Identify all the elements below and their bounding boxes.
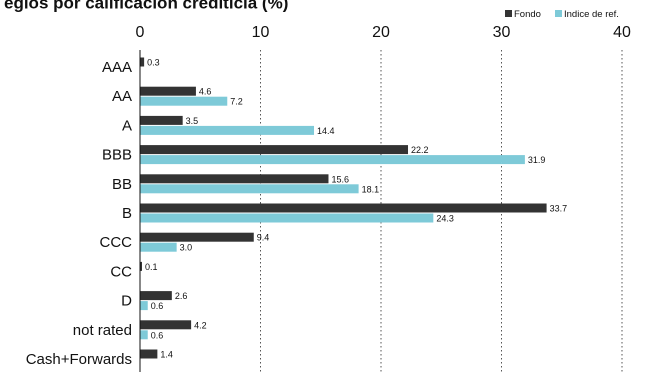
data-label-indice-not-rated: 0.6 [151, 330, 164, 340]
legend-swatch-indice [555, 10, 562, 17]
bar-fondo-cc [140, 261, 142, 271]
legend-label-fondo: Fondo [514, 9, 541, 20]
data-label-fondo-not-rated: 4.2 [194, 320, 207, 330]
data-label-fondo-cash-forwards: 1.4 [160, 350, 173, 360]
chart-title: egios por calificación crediticia (%) [4, 0, 288, 12]
x-tick-label-30: 30 [493, 24, 511, 41]
bar-fondo-bbb [140, 145, 409, 155]
bar-indice-not-rated [140, 330, 148, 340]
data-label-indice-d: 0.6 [151, 301, 164, 311]
bar-fondo-aaa [140, 57, 145, 67]
bar-fondo-bb [140, 174, 329, 184]
data-label-fondo-b: 33.7 [550, 204, 568, 214]
legend: Fondo Indice de ref. [505, 9, 619, 20]
category-label-aa: AA [112, 88, 132, 105]
data-label-indice-a: 14.4 [317, 126, 335, 136]
bar-indice-aa [140, 96, 228, 106]
bar-fondo-d [140, 291, 172, 301]
x-axis-ticks: 0 10 20 30 40 [136, 24, 631, 41]
x-tick-label-40: 40 [613, 24, 631, 41]
data-label-fondo-bbb: 22.2 [411, 145, 429, 155]
x-tick-label-20: 20 [372, 24, 390, 41]
data-label-indice-bbb: 31.9 [528, 155, 546, 165]
bar-indice-bb [140, 184, 359, 194]
legend-swatch-fondo [505, 10, 512, 17]
category-label-a: A [122, 117, 132, 134]
category-label-cc: CC [110, 263, 132, 280]
bar-fondo-ccc [140, 232, 254, 242]
data-label-fondo-d: 2.6 [175, 291, 188, 301]
x-tick-label-0: 0 [136, 24, 145, 41]
data-label-fondo-ccc: 9.4 [257, 233, 270, 243]
data-label-fondo-a: 3.5 [186, 116, 199, 126]
bar-indice-d [140, 301, 148, 311]
data-label-fondo-aa: 4.6 [199, 87, 212, 97]
bar-indice-bbb [140, 155, 525, 165]
x-tick-label-10: 10 [252, 24, 270, 41]
data-label-indice-bb: 18.1 [362, 184, 380, 194]
bar-fondo-not-rated [140, 320, 192, 330]
bar-indice-b [140, 213, 434, 223]
bar-fondo-cash-forwards [140, 349, 158, 359]
category-label-ccc: CCC [100, 234, 133, 251]
bars [140, 57, 547, 359]
bar-fondo-b [140, 203, 547, 213]
category-label-bb: BB [112, 176, 132, 193]
data-label-indice-b: 24.3 [436, 214, 454, 224]
category-label-aaa: AAA [102, 59, 132, 76]
data-labels: 0.3 4.6 7.2 3.5 14.4 22.2 31.9 15.6 18.1 33.7 24.3… [145, 58, 567, 360]
legend-label-indice: Indice de ref. [564, 9, 619, 20]
data-label-indice-aa: 7.2 [230, 97, 243, 107]
bar-fondo-aa [140, 86, 196, 96]
category-label-bbb: BBB [102, 147, 132, 164]
bar-indice-a [140, 125, 315, 135]
data-label-fondo-aaa: 0.3 [147, 58, 160, 68]
bar-fondo-a [140, 115, 183, 125]
data-label-fondo-cc: 0.1 [145, 262, 158, 272]
category-label-not-rated: not rated [73, 322, 132, 339]
category-label-b: B [122, 205, 132, 222]
category-label-cash-forwards: Cash+Forwards [26, 351, 132, 368]
category-label-d: D [121, 293, 132, 310]
bar-indice-ccc [140, 242, 177, 252]
data-label-indice-ccc: 3.0 [180, 243, 193, 253]
data-label-fondo-bb: 15.6 [331, 174, 349, 184]
